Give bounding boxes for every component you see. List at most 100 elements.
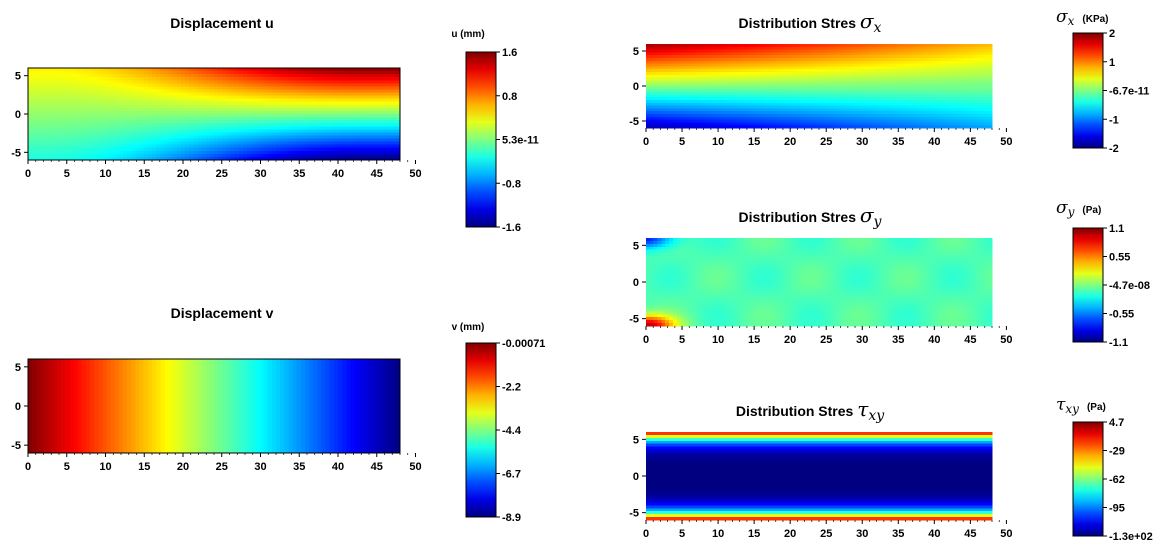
heatmap-cell bbox=[106, 446, 112, 451]
heatmap-cell bbox=[354, 147, 360, 152]
heatmap-cell bbox=[284, 147, 289, 152]
heatmap-cell bbox=[222, 101, 227, 106]
heatmap-cell bbox=[40, 141, 46, 146]
heatmap-cell bbox=[69, 368, 75, 373]
heatmap-cell bbox=[143, 421, 149, 426]
heatmap-cell bbox=[209, 147, 215, 152]
heatmap-cell bbox=[131, 399, 137, 404]
heatmap-cell bbox=[114, 86, 120, 91]
heatmap-cell bbox=[271, 431, 277, 435]
heatmap-cell bbox=[333, 114, 339, 118]
heatmap-cell bbox=[309, 421, 314, 426]
heatmap-cell bbox=[85, 409, 91, 413]
heatmap-cell bbox=[371, 126, 376, 130]
heatmap-cell bbox=[300, 393, 306, 398]
heatmap-cell bbox=[342, 80, 347, 84]
heatmap-cell bbox=[296, 135, 302, 140]
heatmap-cell bbox=[238, 368, 244, 373]
heatmap-cell bbox=[168, 101, 174, 106]
heatmap-cell bbox=[102, 399, 108, 404]
heatmap-cell bbox=[222, 138, 227, 143]
heatmap-cell bbox=[197, 384, 203, 388]
heatmap-cell bbox=[81, 406, 87, 410]
heatmap-cell bbox=[284, 77, 289, 81]
heatmap-cell bbox=[176, 156, 182, 161]
heatmap-cell bbox=[296, 421, 302, 426]
heatmap-cell bbox=[106, 374, 112, 379]
heatmap-cell bbox=[156, 86, 161, 91]
heatmap-cell bbox=[247, 98, 252, 103]
heatmap-cell bbox=[317, 138, 323, 143]
heatmap-cell bbox=[280, 77, 285, 81]
heatmap-cell bbox=[172, 418, 178, 423]
heatmap-cell bbox=[98, 415, 103, 420]
heatmap-cell bbox=[48, 368, 54, 373]
heatmap-cell bbox=[40, 431, 46, 435]
heatmap-cell bbox=[185, 110, 190, 115]
heatmap-cell bbox=[271, 421, 277, 426]
heatmap-cell bbox=[28, 123, 33, 127]
heatmap-cell bbox=[160, 415, 165, 420]
heatmap-cell bbox=[147, 89, 153, 94]
heatmap-cell bbox=[375, 120, 380, 124]
heatmap-cell bbox=[288, 368, 294, 373]
heatmap-cell bbox=[48, 138, 54, 143]
heatmap-cell bbox=[222, 377, 227, 382]
heatmap-cell bbox=[98, 123, 103, 127]
heatmap-cell bbox=[267, 101, 273, 106]
heatmap-cell bbox=[201, 418, 207, 423]
heatmap-cell bbox=[354, 77, 360, 81]
heatmap-cell bbox=[118, 110, 124, 115]
heatmap-cell bbox=[176, 406, 182, 410]
heatmap-cell bbox=[189, 89, 194, 94]
heatmap-cell bbox=[222, 412, 227, 416]
heatmap-cell bbox=[189, 80, 194, 84]
heatmap-cell bbox=[185, 393, 190, 398]
heatmap-cell bbox=[185, 74, 190, 78]
heatmap-cell bbox=[139, 421, 145, 426]
heatmap-cell bbox=[48, 101, 54, 106]
heatmap-cell bbox=[259, 387, 265, 391]
heatmap-cell bbox=[118, 396, 124, 401]
heatmap-cell bbox=[131, 98, 137, 103]
heatmap-cell bbox=[147, 365, 153, 369]
heatmap-cell bbox=[234, 92, 240, 97]
heatmap-cell bbox=[234, 421, 240, 426]
heatmap-cell bbox=[280, 117, 285, 121]
heatmap-cell bbox=[251, 153, 256, 158]
heatmap-cell bbox=[143, 129, 149, 133]
heatmap-cell bbox=[44, 402, 50, 407]
heatmap-cell bbox=[346, 153, 351, 158]
heatmap-cell bbox=[280, 377, 285, 382]
heatmap-cell bbox=[234, 71, 240, 75]
heatmap-cell bbox=[242, 371, 248, 376]
heatmap-cell bbox=[106, 409, 112, 413]
heatmap-cell bbox=[209, 368, 215, 373]
heatmap-cell bbox=[36, 365, 41, 369]
heatmap-cell bbox=[32, 141, 37, 146]
heatmap-cell bbox=[152, 98, 157, 103]
heatmap-cell bbox=[329, 377, 335, 382]
heatmap-cell bbox=[185, 362, 190, 366]
x-tick-label: 35 bbox=[293, 168, 305, 180]
heatmap-cell bbox=[259, 384, 265, 388]
heatmap-cell bbox=[123, 89, 128, 94]
heatmap-cell bbox=[238, 371, 244, 376]
heatmap-cell bbox=[98, 74, 103, 78]
colorbar-tick-label: 1.6 bbox=[502, 47, 517, 59]
heatmap-cell bbox=[28, 359, 33, 363]
heatmap-cell bbox=[48, 68, 54, 72]
heatmap-cell bbox=[69, 147, 75, 152]
heatmap-cell bbox=[251, 406, 256, 410]
heatmap-cell bbox=[251, 150, 256, 155]
heatmap-cell bbox=[263, 144, 269, 149]
heatmap-cell bbox=[52, 92, 58, 97]
heatmap-cell bbox=[214, 107, 219, 112]
heatmap-cell bbox=[280, 387, 285, 391]
heatmap-cell bbox=[247, 362, 252, 366]
heatmap-cell bbox=[197, 89, 203, 94]
heatmap-cell bbox=[247, 101, 252, 106]
heatmap-cell bbox=[350, 110, 356, 115]
heatmap-cell bbox=[44, 68, 50, 72]
heatmap-cell bbox=[284, 415, 289, 420]
